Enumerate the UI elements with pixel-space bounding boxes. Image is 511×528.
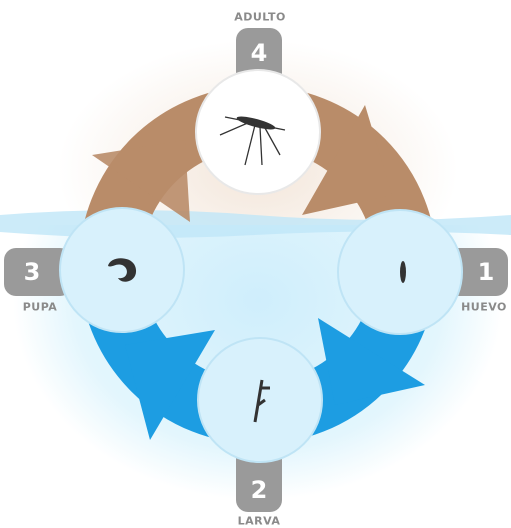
egg-icon bbox=[400, 261, 406, 283]
life-cycle-diagram: 1 2 3 4 HUEVO LARVA PUPA ADULTO bbox=[0, 0, 511, 528]
stage-label: LARVA bbox=[238, 515, 281, 528]
stage-number: 4 bbox=[251, 39, 268, 67]
stage-number: 1 bbox=[478, 258, 495, 286]
stage-number: 2 bbox=[251, 476, 268, 504]
stage-label: PUPA bbox=[23, 301, 58, 314]
stage-label: HUEVO bbox=[461, 301, 507, 314]
stage-label: ADULTO bbox=[234, 11, 286, 24]
stage-number: 3 bbox=[24, 258, 41, 286]
